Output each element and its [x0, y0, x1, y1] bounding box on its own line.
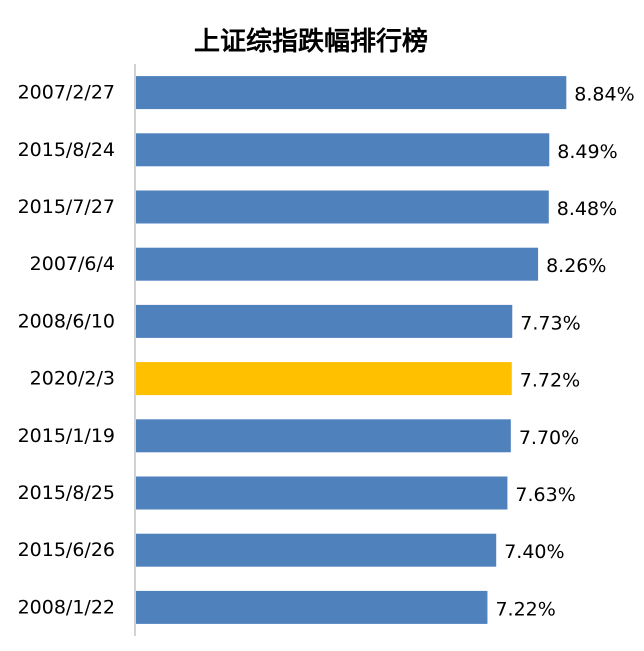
bar [136, 533, 497, 567]
value-label: 7.72% [520, 370, 580, 392]
category-label: 2015/7/27 [18, 196, 115, 218]
category-label: 2020/2/3 [30, 368, 115, 390]
bars-layer: 2007/2/27 8.84% 2015/8/24 8.49% 2015/7/27 8.4… [18, 76, 635, 624]
value-label: 7.73% [520, 312, 580, 334]
bar [136, 476, 508, 510]
bar [136, 590, 488, 624]
value-label: 8.84% [574, 84, 634, 106]
category-label: 2015/8/25 [18, 482, 115, 504]
bar [136, 76, 567, 110]
bar [136, 304, 513, 338]
category-label: 2015/6/26 [18, 539, 115, 561]
category-label: 2008/6/10 [18, 310, 115, 332]
bar [136, 190, 549, 224]
bar [136, 133, 550, 167]
value-label: 7.22% [495, 598, 555, 620]
value-label: 7.40% [504, 541, 564, 563]
value-label: 8.26% [546, 255, 606, 277]
category-label: 2007/2/27 [18, 82, 115, 104]
category-label: 2008/1/22 [18, 596, 115, 618]
value-label: 8.49% [557, 141, 617, 163]
bar [136, 419, 511, 453]
category-label: 2015/1/19 [18, 425, 115, 447]
bar [136, 362, 512, 396]
chart-title: 上证综指跌幅排行榜 [194, 26, 428, 57]
value-label: 7.63% [515, 484, 575, 506]
value-label: 8.48% [557, 198, 617, 220]
category-label: 2015/8/24 [18, 139, 115, 161]
value-label: 7.70% [519, 427, 579, 449]
category-label: 2007/6/4 [30, 253, 115, 275]
bar [136, 247, 539, 281]
